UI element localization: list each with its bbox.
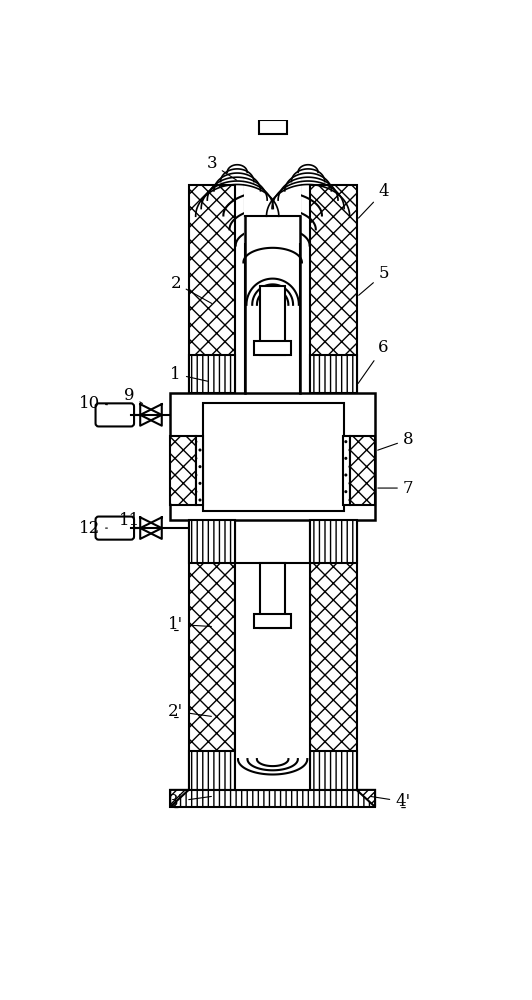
- Bar: [170, 790, 375, 807]
- Text: 1: 1: [170, 366, 207, 383]
- Bar: [254, 341, 291, 355]
- Bar: [189, 751, 235, 790]
- Bar: [189, 520, 235, 563]
- Text: 6: 6: [358, 339, 389, 383]
- FancyBboxPatch shape: [96, 403, 134, 426]
- Text: 12: 12: [79, 520, 107, 537]
- Polygon shape: [356, 790, 375, 807]
- Bar: [203, 403, 344, 511]
- Bar: [260, 286, 285, 355]
- Bar: [310, 355, 356, 393]
- Bar: [260, 563, 285, 628]
- Bar: [170, 393, 375, 520]
- Text: 9: 9: [124, 387, 143, 404]
- Bar: [196, 436, 203, 505]
- Bar: [254, 614, 291, 628]
- Bar: [189, 185, 235, 393]
- Text: 4': 4': [371, 793, 410, 810]
- FancyBboxPatch shape: [96, 517, 134, 540]
- Bar: [244, 120, 301, 243]
- Text: 3': 3': [168, 793, 211, 810]
- Bar: [310, 751, 356, 790]
- Bar: [246, 178, 300, 278]
- Text: 2': 2': [168, 703, 211, 720]
- Bar: [235, 563, 310, 790]
- Bar: [259, 120, 287, 134]
- Bar: [310, 520, 356, 563]
- Bar: [310, 185, 356, 393]
- Text: 2: 2: [170, 275, 212, 303]
- Bar: [343, 436, 350, 505]
- Text: 10: 10: [79, 395, 107, 412]
- Text: 4: 4: [359, 183, 389, 218]
- Polygon shape: [170, 790, 189, 807]
- Text: 8: 8: [378, 431, 413, 450]
- Bar: [310, 520, 356, 790]
- Bar: [189, 520, 235, 790]
- Bar: [189, 355, 235, 393]
- Text: 5: 5: [359, 265, 389, 295]
- Text: 7: 7: [378, 480, 413, 497]
- Text: 1': 1': [168, 616, 211, 633]
- Bar: [170, 436, 196, 505]
- Text: 11: 11: [119, 512, 145, 529]
- Bar: [350, 436, 375, 505]
- Text: 3: 3: [206, 155, 236, 180]
- Bar: [245, 178, 301, 393]
